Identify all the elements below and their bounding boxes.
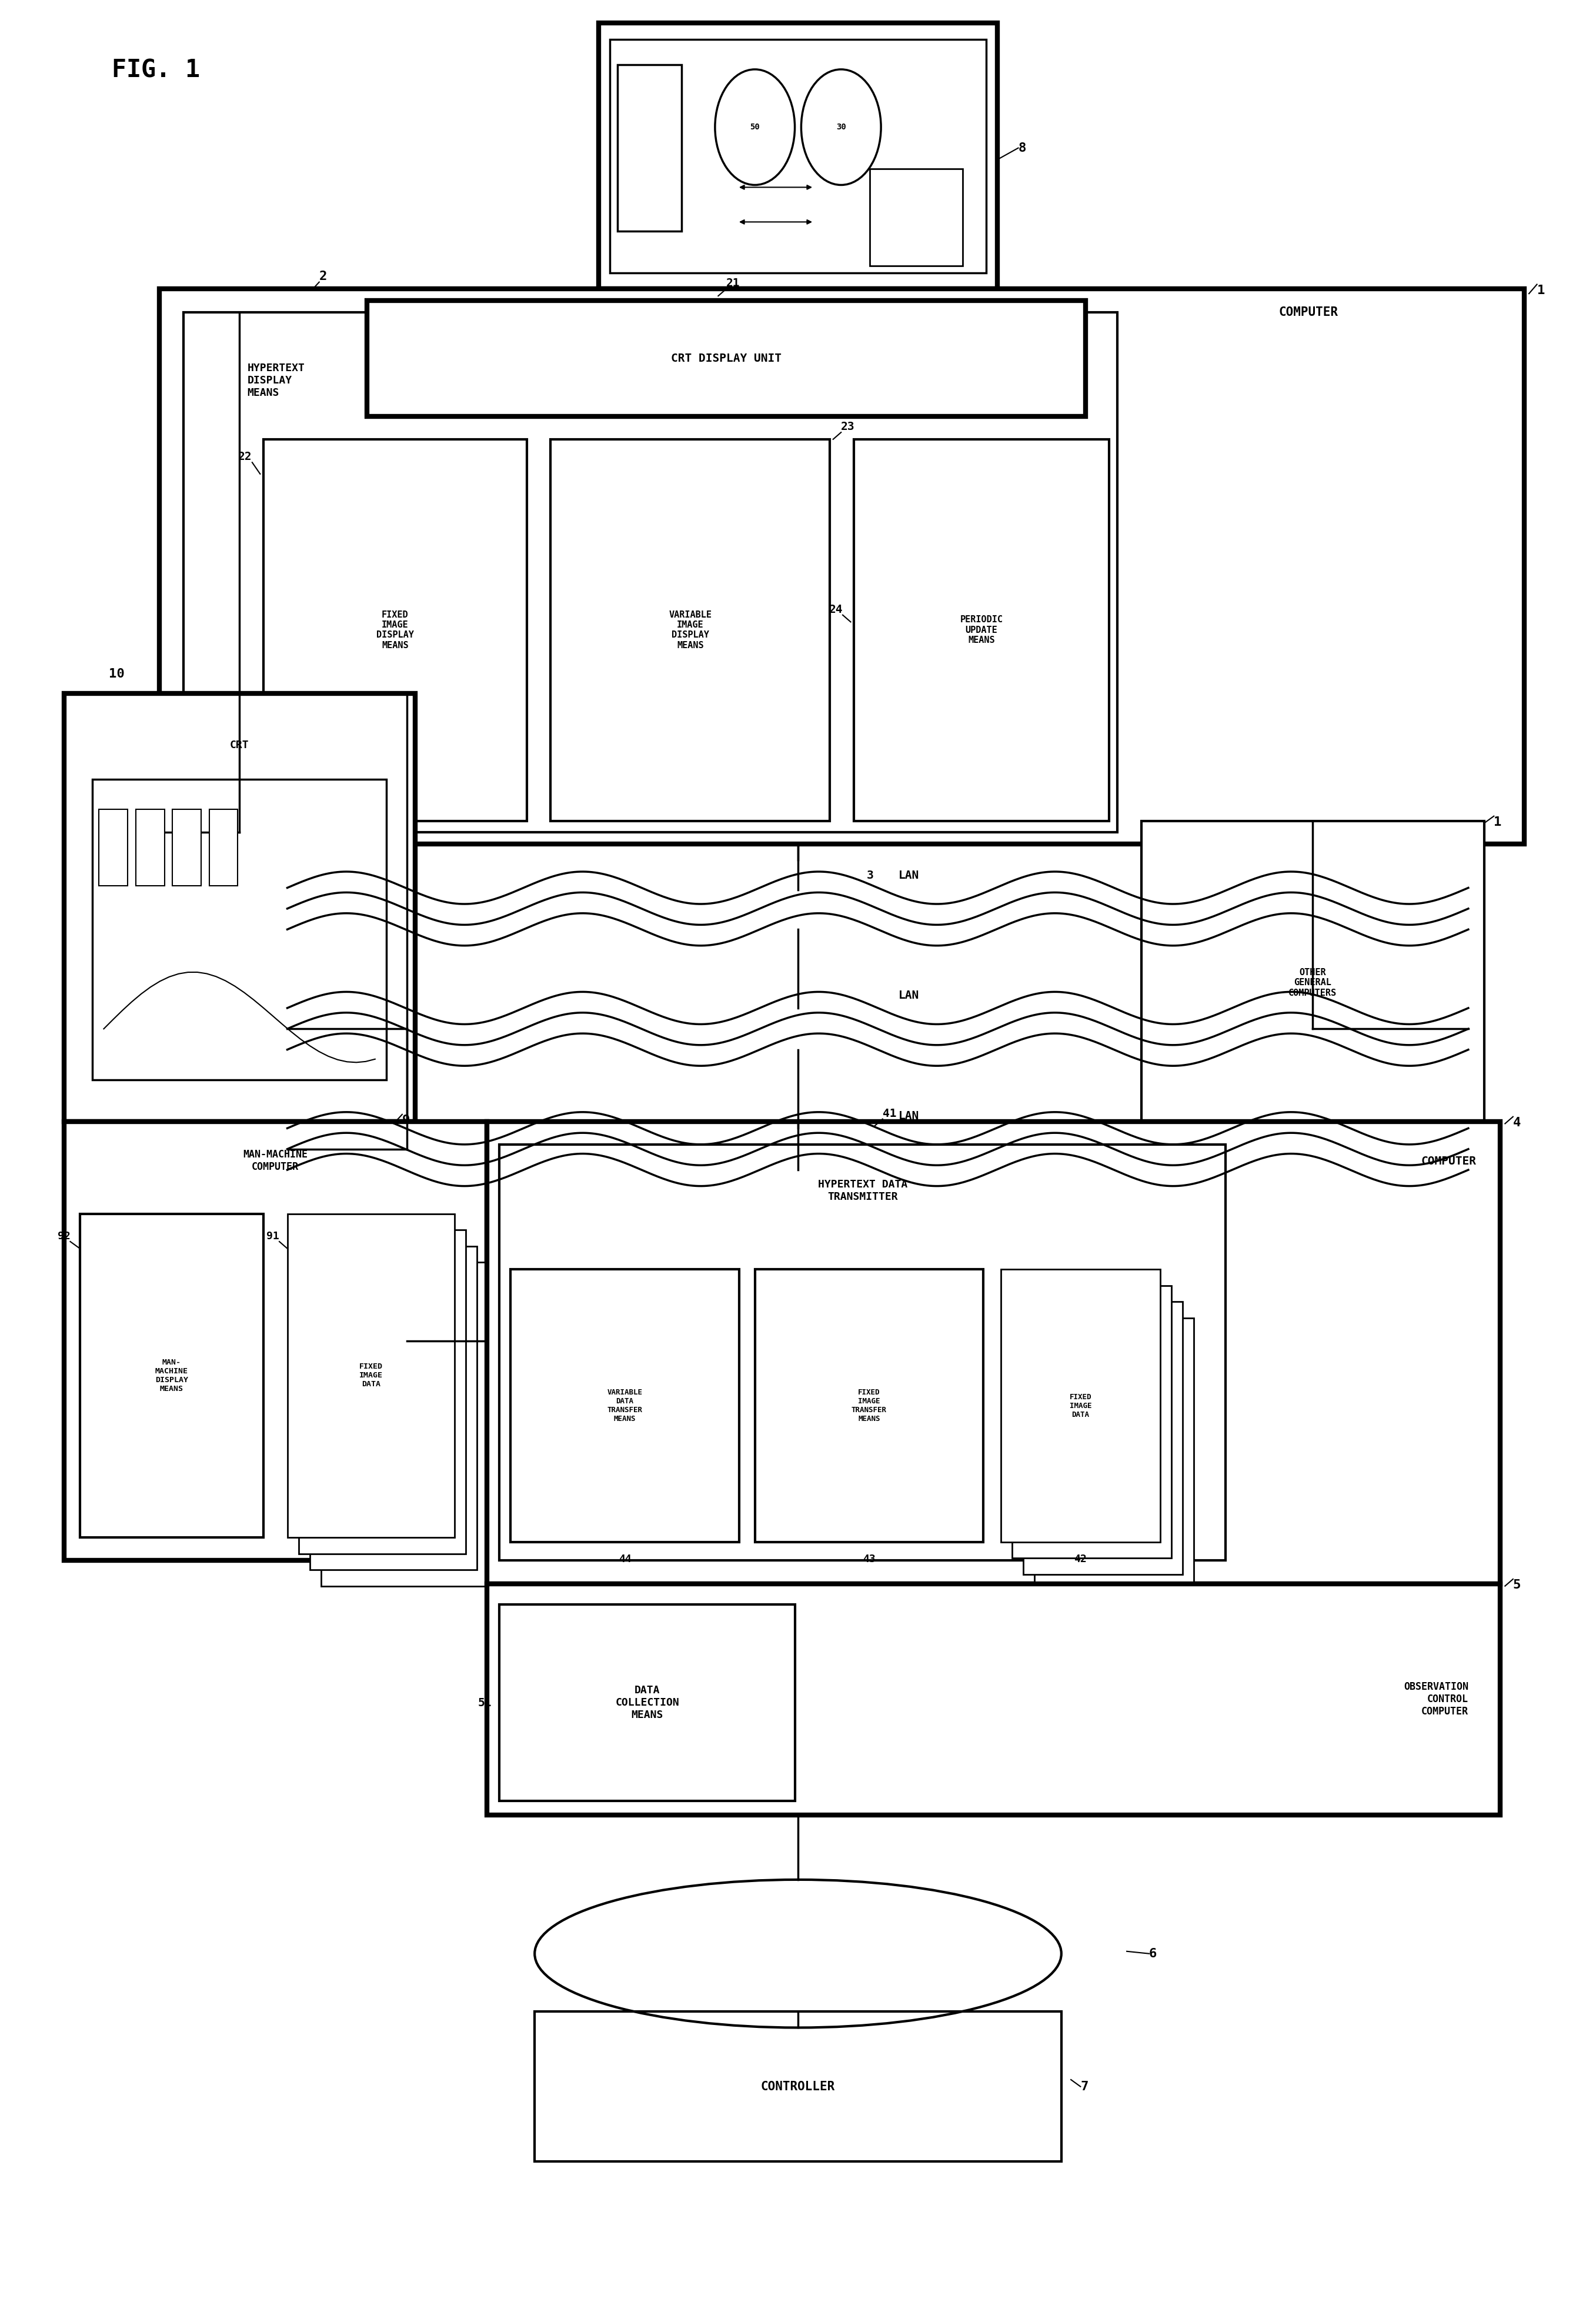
Text: 3: 3	[867, 869, 873, 881]
Bar	[551, 439, 830, 821]
Text: LAN: LAN	[899, 990, 919, 1001]
Bar	[99, 809, 128, 885]
Bar	[263, 439, 527, 821]
Bar	[287, 1214, 455, 1537]
Bar	[610, 39, 986, 273]
Bar	[1012, 1285, 1171, 1558]
Text: MAN-MACHINE
COMPUTER: MAN-MACHINE COMPUTER	[243, 1149, 308, 1172]
Text: 1: 1	[1494, 816, 1502, 828]
Text: 51: 51	[477, 1697, 492, 1709]
Text: 42: 42	[1074, 1554, 1087, 1565]
Bar	[755, 1269, 983, 1542]
Text: CONTROLLER: CONTROLLER	[761, 2081, 835, 2092]
Text: LAN: LAN	[899, 869, 919, 881]
Text: HYPERTEXT DATA
TRANSMITTER: HYPERTEXT DATA TRANSMITTER	[817, 1179, 908, 1202]
Bar	[487, 1584, 1500, 1815]
Bar	[321, 1262, 488, 1586]
Bar	[1001, 1269, 1160, 1542]
Text: FIXED
IMAGE
DATA: FIXED IMAGE DATA	[359, 1364, 383, 1387]
Bar	[184, 312, 1117, 832]
Bar	[870, 169, 962, 266]
Text: 1: 1	[1537, 284, 1545, 296]
Text: FIXED
IMAGE
TRANSFER
MEANS: FIXED IMAGE TRANSFER MEANS	[851, 1390, 887, 1422]
Text: 50: 50	[750, 123, 760, 132]
Text: 21: 21	[726, 277, 741, 289]
Text: 91: 91	[267, 1230, 279, 1242]
Text: FIXED
IMAGE
DATA: FIXED IMAGE DATA	[1069, 1394, 1092, 1417]
Bar	[500, 1605, 795, 1801]
Text: 23: 23	[841, 421, 855, 432]
Text: VARIABLE
IMAGE
DISPLAY
MEANS: VARIABLE IMAGE DISPLAY MEANS	[669, 610, 712, 650]
Text: 43: 43	[862, 1554, 876, 1565]
Bar	[367, 301, 1085, 416]
Bar	[64, 1121, 487, 1561]
Text: HYPERTEXT
DISPLAY
MEANS: HYPERTEXT DISPLAY MEANS	[247, 363, 305, 398]
Text: 4: 4	[1513, 1117, 1521, 1128]
Bar	[487, 1121, 1500, 1584]
Text: CRT: CRT	[230, 740, 249, 751]
Text: FIXED
IMAGE
DISPLAY
MEANS: FIXED IMAGE DISPLAY MEANS	[377, 610, 413, 650]
Bar	[1141, 821, 1484, 1144]
Text: 41: 41	[883, 1107, 897, 1119]
Bar	[93, 779, 386, 1080]
Bar	[1034, 1318, 1194, 1591]
Bar	[310, 1246, 477, 1570]
Text: 92: 92	[57, 1230, 70, 1242]
Bar	[172, 809, 201, 885]
Text: 22: 22	[238, 451, 252, 462]
Bar	[854, 439, 1109, 821]
Bar	[160, 289, 1524, 844]
Bar	[598, 23, 998, 289]
Text: OTHER
GENERAL
COMPUTERS: OTHER GENERAL COMPUTERS	[1288, 969, 1337, 996]
Text: 5: 5	[1513, 1579, 1521, 1591]
Text: 8: 8	[1018, 141, 1026, 155]
Text: 6: 6	[1149, 1947, 1157, 1961]
Text: DATA
COLLECTION
MEANS: DATA COLLECTION MEANS	[614, 1685, 680, 1720]
Text: PERIODIC
UPDATE
MEANS: PERIODIC UPDATE MEANS	[961, 615, 1002, 645]
Text: COMPUTER: COMPUTER	[1278, 305, 1339, 319]
Text: VARIABLE
DATA
TRANSFER
MEANS: VARIABLE DATA TRANSFER MEANS	[606, 1390, 643, 1422]
Bar	[64, 694, 415, 1121]
Text: FIG. 1: FIG. 1	[112, 58, 200, 83]
Bar	[298, 1230, 466, 1554]
Text: 24: 24	[828, 603, 843, 615]
Bar	[209, 809, 238, 885]
Text: 44: 44	[618, 1554, 632, 1565]
Bar	[136, 809, 164, 885]
Text: CRT DISPLAY UNIT: CRT DISPLAY UNIT	[670, 354, 782, 363]
Text: 30: 30	[836, 123, 846, 132]
Bar	[500, 1144, 1226, 1561]
Text: LAN: LAN	[899, 1110, 919, 1121]
Text: OBSERVATION
CONTROL
COMPUTER: OBSERVATION CONTROL COMPUTER	[1403, 1681, 1468, 1718]
Text: COMPUTER: COMPUTER	[1420, 1156, 1476, 1168]
Bar	[535, 2011, 1061, 2162]
Bar	[80, 1214, 263, 1537]
Text: MAN-
MACHINE
DISPLAY
MEANS: MAN- MACHINE DISPLAY MEANS	[155, 1359, 188, 1392]
Text: 7: 7	[1080, 2081, 1088, 2092]
Text: 10: 10	[109, 668, 124, 680]
Text: 9: 9	[402, 1114, 410, 1126]
Bar	[1023, 1302, 1183, 1574]
Bar	[618, 65, 681, 231]
Bar	[511, 1269, 739, 1542]
Text: 2: 2	[319, 271, 327, 282]
